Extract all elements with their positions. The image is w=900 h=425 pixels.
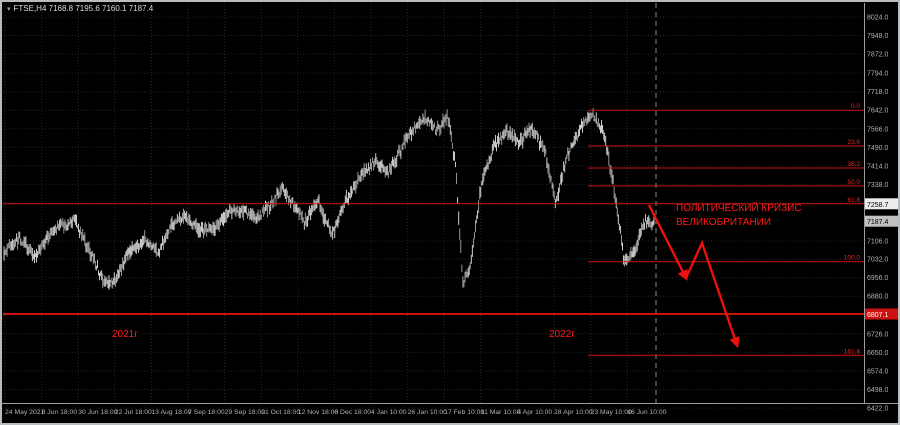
price-axis-label: 6726.0 — [867, 331, 889, 338]
price-axis-label: 7794.0 — [867, 71, 889, 78]
annotation-year-2022: 2022г — [549, 329, 575, 340]
time-axis-label: 11 Mar 10:00 — [481, 409, 521, 416]
annotation-year-2021: 2021г — [112, 329, 138, 340]
time-axis-label: 4 Jan 10:00 — [371, 409, 407, 416]
time-axis-label: 6 Dec 18:00 — [334, 409, 371, 416]
symbol-ohlc-text: FTSE,H4 7168.8 7195.6 7160.1 7187.4 — [13, 4, 154, 13]
support-price-box-label: 6807.1 — [867, 312, 889, 319]
time-axis-label: 7 Sep 18:00 — [188, 409, 225, 416]
time-axis-label: 8 Jun 18:00 — [42, 409, 78, 416]
price-axis-label: 6574.0 — [867, 368, 889, 375]
crisis-line-1: ПОЛИТИЧЕСКИЙ КРИЗИС — [676, 203, 802, 214]
price-axis-label: 7718.0 — [867, 89, 889, 96]
price-axis-label: 7032.0 — [867, 257, 889, 264]
fib-label-38.2: 38.2 — [847, 161, 860, 168]
price-axis-label: 7106.0 — [867, 239, 889, 246]
price-axis-label: 7490.0 — [867, 145, 889, 152]
time-axis-label: 29 Sep 18:00 — [225, 409, 266, 416]
candlesticks[interactable] — [3, 108, 655, 290]
time-axis-label: 4 Apr 10:00 — [517, 409, 552, 416]
price-axis-label: 7948.0 — [867, 33, 889, 40]
time-axis-label: 16 Jun 10:00 — [627, 409, 667, 416]
price-axis-label: 6650.0 — [867, 350, 889, 357]
fib-label-161.8: 161.8 — [844, 348, 861, 355]
forecast-arrow-1[interactable] — [647, 204, 688, 281]
price-axis-label: 7338.0 — [867, 182, 889, 189]
time-axis-label: 30 Jun 18:00 — [78, 409, 118, 416]
current-price-box-label: 7187.4 — [867, 219, 889, 226]
fib-label-61.8: 61.8 — [847, 197, 860, 204]
grid-lines — [3, 3, 864, 409]
price-axis-label: 7566.0 — [867, 126, 889, 133]
time-axis-label: 23 May 10:00 — [591, 409, 632, 416]
crisis-line-2: ВЕЛИКОБРИТАНИИ — [676, 217, 772, 228]
price-axis-label: 6498.0 — [867, 387, 889, 394]
symbol-info: ▾ FTSE,H4 7168.8 7195.6 7160.1 7187.4 — [7, 4, 153, 13]
time-axis-label: 21 Oct 18:00 — [261, 409, 300, 416]
fib-price-box — [865, 198, 898, 210]
price-axis-label: 6422.0 — [867, 406, 889, 413]
fibonacci-retracement[interactable]: 0.0 23.6 38.2 50.0 61.8 100.0 161.8 — [3, 103, 864, 356]
fib-label-50.0: 50.0 — [847, 179, 860, 186]
price-axis-label: 7414.0 — [867, 163, 889, 170]
fib-label-23.6: 23.6 — [847, 139, 860, 146]
price-axis-label: 7642.0 — [867, 108, 889, 115]
time-axis-label: 26 Jan 10:00 — [408, 409, 448, 416]
time-axis-label: 28 Apr 10:00 — [554, 409, 593, 416]
time-axis-label: 12 Nov 18:00 — [298, 409, 339, 416]
chart-symbol-marker-icon: ▾ — [7, 6, 11, 13]
time-axis-label: 22 Jul 18:00 — [115, 409, 152, 416]
fib-label-100.0: 100.0 — [844, 255, 861, 262]
time-axis-label: 13 Aug 18:00 — [151, 409, 191, 416]
fib-label-0.0: 0.0 — [851, 103, 860, 110]
time-axis-label: 17 Feb 10:00 — [444, 409, 484, 416]
price-axis-label: 6956.0 — [867, 275, 889, 282]
price-axis-label: 7872.0 — [867, 52, 889, 59]
time-axis-label: 24 May 2021 — [5, 409, 45, 416]
annotation-crisis-text: ПОЛИТИЧЕСКИЙ КРИЗИС ВЕЛИКОБРИТАНИИ — [676, 202, 802, 230]
fib-price-box-label: 7258.7 — [867, 202, 889, 209]
forecast-arrow-2[interactable] — [684, 239, 740, 349]
price-axis-label: 8024.0 — [867, 15, 889, 22]
support-price-box — [865, 308, 898, 320]
price-axis-label: 6880.0 — [867, 294, 889, 301]
current-price-box — [865, 215, 898, 227]
